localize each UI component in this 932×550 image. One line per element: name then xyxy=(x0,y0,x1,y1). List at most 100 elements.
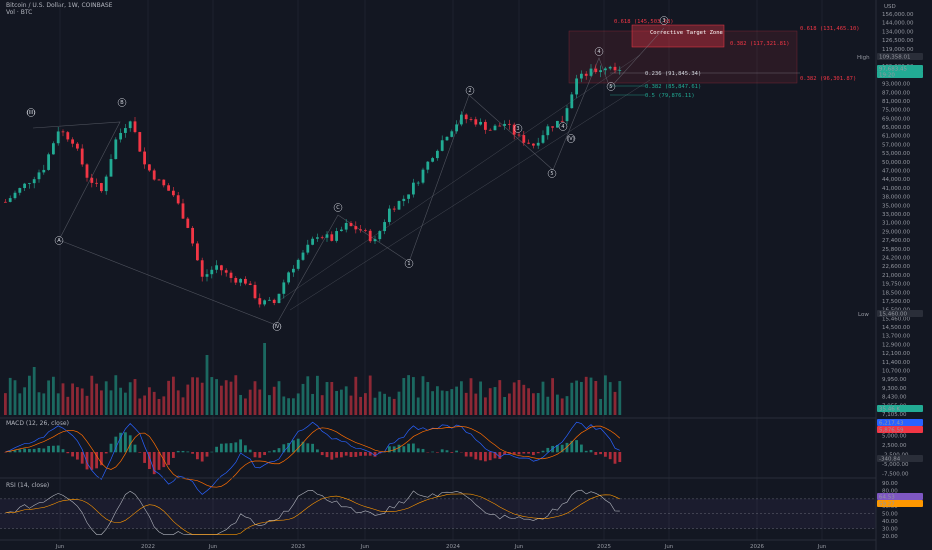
volume-bar xyxy=(28,375,31,415)
price-tick: 18,500.00 xyxy=(882,290,910,296)
macd-hist xyxy=(244,445,247,453)
candle xyxy=(282,282,286,294)
candle xyxy=(18,188,22,193)
volume-legend: Vol · BTC xyxy=(6,9,33,16)
macd-hist xyxy=(210,451,214,453)
macd-hist xyxy=(431,451,434,453)
macd-hist xyxy=(325,452,329,458)
volume-bar xyxy=(560,398,564,415)
macd-hist xyxy=(148,452,151,470)
target-zone-label: Corrective Target Zone xyxy=(650,30,723,36)
volume-bar xyxy=(215,379,218,415)
rsi-tick: 40.00 xyxy=(882,519,898,525)
low-label: Low xyxy=(858,312,869,318)
candle xyxy=(61,131,65,133)
candle xyxy=(436,150,439,159)
price-tick: 10,700.00 xyxy=(882,369,910,375)
volume-bar xyxy=(551,378,554,415)
candle xyxy=(56,131,60,144)
macd-hist xyxy=(546,447,550,453)
volume-bar xyxy=(618,381,622,415)
volume-bar xyxy=(292,398,295,415)
volume-bar xyxy=(416,397,420,415)
price-tick: 24,200.00 xyxy=(882,255,910,261)
volume-bar xyxy=(32,367,36,415)
candle xyxy=(460,114,463,125)
volume-bar xyxy=(364,393,367,415)
rsi-line xyxy=(5,489,620,535)
macd-hist xyxy=(613,452,617,464)
macd-hist xyxy=(71,452,74,457)
volume-bar xyxy=(599,398,602,415)
macd-hist xyxy=(373,452,377,457)
macd-line xyxy=(5,421,620,495)
price-tick: 33,000.00 xyxy=(882,212,910,218)
macd-tick: -5,000.00 xyxy=(882,462,909,468)
price-tick: 12,100.00 xyxy=(882,351,910,357)
volume-bar xyxy=(335,390,338,415)
candle xyxy=(80,148,84,165)
candle xyxy=(426,161,430,170)
high-badge-text: 109,358.01 xyxy=(879,55,911,61)
candle xyxy=(210,269,214,275)
candle xyxy=(527,142,530,144)
volume-bar xyxy=(172,376,175,415)
price-tick: 11,400.00 xyxy=(882,360,910,366)
wave-label: (V) xyxy=(567,136,574,142)
volume-bar xyxy=(349,395,353,415)
macd-legend: MACD (12, 26, close) xyxy=(6,420,69,427)
candle xyxy=(42,169,46,173)
volume-bar xyxy=(205,355,209,415)
volume-bar xyxy=(383,393,386,415)
candle xyxy=(349,222,353,227)
volume-bar xyxy=(138,398,142,415)
macd-hist xyxy=(66,452,70,454)
volume-bar xyxy=(104,381,108,415)
price-tick: 21,000.00 xyxy=(882,273,910,279)
macd-hist xyxy=(196,452,199,460)
macd-hist xyxy=(52,445,55,453)
macd-hist xyxy=(152,452,156,475)
volume-bar xyxy=(436,386,439,415)
macd-hist xyxy=(133,444,137,453)
macd-hist xyxy=(191,452,194,454)
macd-hist xyxy=(330,452,334,460)
candle xyxy=(301,252,305,260)
candle xyxy=(368,230,372,242)
macd-hist xyxy=(282,444,286,453)
candle xyxy=(613,66,617,71)
volume-bar xyxy=(608,382,612,415)
candle xyxy=(407,194,410,199)
volume-bar xyxy=(13,380,17,415)
wave-label: 3 xyxy=(662,18,665,24)
volume-bar xyxy=(210,377,214,415)
price-tick: 7,105.00 xyxy=(882,412,907,418)
macd-hist xyxy=(560,444,564,453)
wave-marker xyxy=(547,169,557,178)
macd-hist xyxy=(104,452,108,454)
candle xyxy=(388,208,391,223)
candle xyxy=(114,139,118,160)
candle xyxy=(234,277,238,283)
macd-hist xyxy=(76,452,79,460)
candle xyxy=(594,68,598,73)
time-tick: 2025 xyxy=(597,544,611,550)
price-tick: 25,800.00 xyxy=(882,247,910,253)
volume-bar xyxy=(148,387,151,415)
candle xyxy=(224,270,228,273)
candle xyxy=(340,229,343,232)
macd-hist xyxy=(368,452,372,456)
macd-badge xyxy=(877,419,923,426)
macd-hist xyxy=(119,432,122,453)
candle xyxy=(320,237,324,239)
candle xyxy=(186,218,190,228)
volume-bar xyxy=(128,382,132,415)
volume-bar xyxy=(488,388,492,415)
time-tick: Jun xyxy=(817,544,827,550)
macd-hist xyxy=(287,442,290,453)
macd-hist xyxy=(28,448,31,453)
wave-label: 5 xyxy=(550,171,553,177)
candle xyxy=(325,234,329,238)
macd-hist xyxy=(229,443,233,453)
